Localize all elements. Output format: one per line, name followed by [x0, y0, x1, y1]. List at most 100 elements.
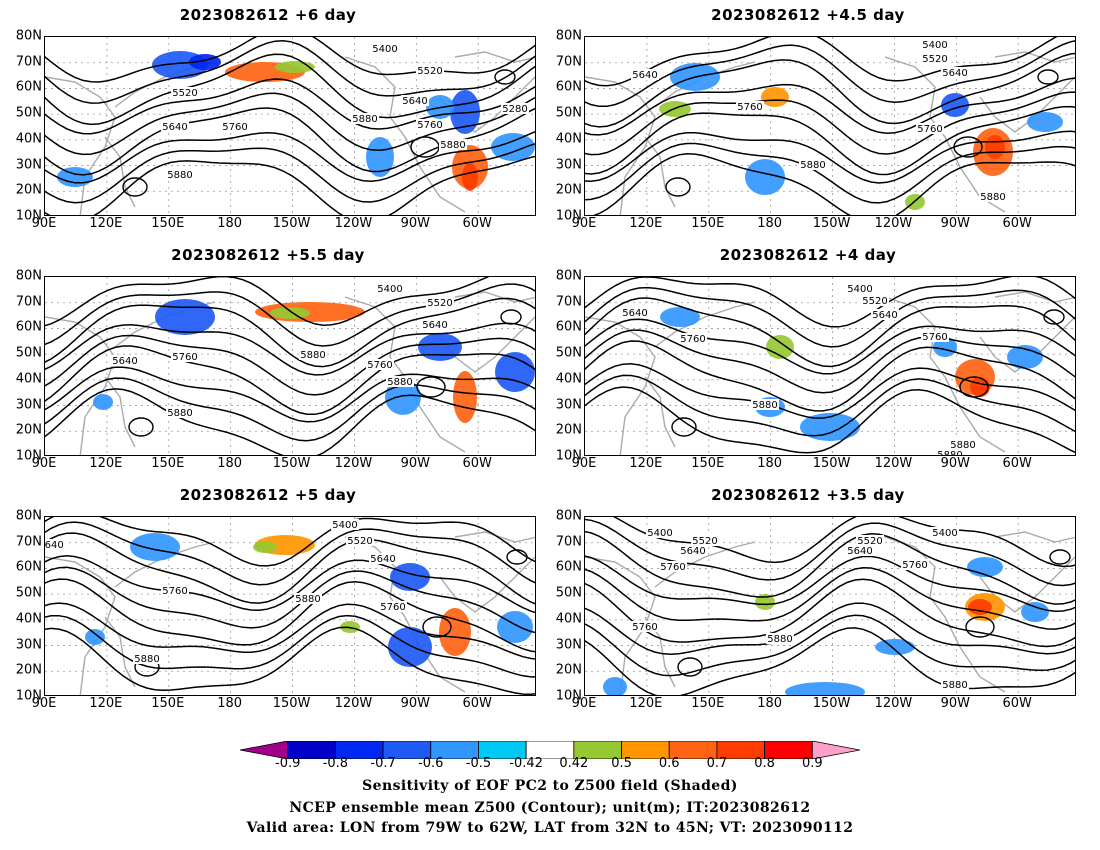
contour-label-bg: [751, 399, 779, 410]
contour-label: 5880: [300, 350, 325, 361]
lat-tick-label: 70N: [555, 534, 582, 550]
z500-contour: [45, 377, 535, 442]
z500-closed-contour: [128, 417, 154, 437]
coastline: [979, 556, 1075, 613]
z500-contour: [585, 91, 1075, 156]
contour-label-bg: [856, 535, 884, 546]
map-svg: 5400 5520 5640 5640 5760 5760 5880 5880: [585, 37, 1075, 215]
map-plot-area: 5400 5520 5640 5520 5640 5400 5760 5760 5760 5880…: [584, 516, 1076, 696]
contour-label-bg: [921, 39, 949, 50]
sensitivity-shade: [453, 371, 477, 423]
contour-label: 5520: [692, 536, 717, 547]
z500-contour: [45, 283, 535, 347]
lon-tick-label: 90W: [940, 456, 971, 471]
lat-tick-label: 30N: [555, 157, 582, 173]
z500-contour: [585, 518, 1075, 587]
contour-label: 5400: [372, 44, 397, 55]
contour-label: 5880: [134, 654, 159, 665]
lat-tick-label: 30N: [15, 397, 42, 413]
contour-label-bg: [426, 297, 454, 308]
z500-contour: [585, 130, 1075, 184]
coastline: [344, 56, 466, 213]
contour-label-bg: [45, 539, 65, 550]
lat-tick-label: 70N: [15, 54, 42, 70]
contour-label: 5880: [942, 680, 967, 691]
contour-label: 5640: [622, 308, 647, 319]
lat-tick-label: 50N: [555, 585, 582, 601]
lat-tick-label: 60N: [15, 319, 42, 335]
contour-label: 5760: [737, 102, 762, 113]
contour-label-bg: [679, 333, 707, 344]
contour-label-bg: [621, 307, 649, 318]
contour-label: 5280: [502, 104, 527, 115]
lat-tick-label: 10N: [15, 208, 42, 224]
contour-label-bg: [371, 43, 399, 54]
lat-tick-label: 80N: [555, 268, 582, 284]
colorbar-tick-label: -0.9: [275, 756, 301, 771]
lon-tick-label: 90E: [31, 696, 57, 711]
z500-contour: [585, 297, 1075, 368]
lat-tick-label: 20N: [15, 422, 42, 438]
contour-label-bg: [171, 351, 199, 362]
sensitivity-shade: [85, 629, 105, 645]
contour-label-bg: [766, 633, 794, 644]
z500-closed-contour: [671, 417, 697, 437]
sensitivity-shade: [462, 163, 478, 191]
sensitivity-shade: [1021, 602, 1049, 622]
contour-label-bg: [416, 119, 444, 130]
lat-tick-label: 20N: [555, 422, 582, 438]
contour-label-bg: [501, 103, 529, 114]
contour-label-bg: [921, 331, 949, 342]
lon-tick-label: 90E: [571, 456, 597, 471]
lat-tick-label: 70N: [555, 294, 582, 310]
lon-tick-label: 180: [217, 216, 243, 231]
lat-tick-label: 70N: [555, 54, 582, 70]
z500-contour: [45, 388, 535, 455]
contour-label: 5640: [370, 554, 395, 565]
contour-label: 5640: [112, 356, 137, 367]
colorbar-tick-label: -0.42: [509, 756, 543, 771]
z500-contour: [45, 322, 535, 376]
contour-label: 5880: [295, 594, 320, 605]
map-plot-area: 5400 5520 5640 5640 5760 5760 5880 5880: [584, 36, 1076, 216]
contour-label: 5640: [162, 122, 187, 133]
z500-closed-contour: [959, 376, 989, 398]
lat-tick-label: 50N: [15, 585, 42, 601]
lon-tick-label: 90W: [400, 696, 431, 711]
contour-label-bg: [346, 535, 374, 546]
z500-contour: [45, 155, 535, 215]
sensitivity-shade: [253, 541, 277, 553]
contour-label-bg: [166, 407, 194, 418]
sensitivity-shade: [366, 137, 394, 177]
contour-label: 5400: [932, 528, 957, 539]
lon-tick-label: 150W: [272, 456, 311, 471]
contour-label-bg: [331, 519, 359, 530]
contour-label-bg: [941, 679, 969, 690]
coastline: [45, 556, 116, 695]
contour-label: 5760: [162, 586, 187, 597]
z500-closed-contour: [494, 69, 516, 85]
contour-label: 5880: [440, 140, 465, 151]
sensitivity-shade: [755, 594, 775, 610]
contour-label-bg: [846, 283, 874, 294]
z500-contour: [585, 37, 1058, 87]
z500-contour: [45, 37, 535, 83]
map-svg: 5400 5520 5640 5640 5760 5880 5760 5880 5880: [45, 277, 535, 455]
sensitivity-shade: [875, 639, 915, 655]
lat-tick-label: 50N: [15, 105, 42, 121]
panel-title: 2023082612 +4.5 day: [711, 6, 905, 24]
coastline: [585, 76, 656, 215]
lon-tick-label: 150W: [272, 696, 311, 711]
z500-contour: [45, 578, 535, 653]
lon-tick-label: 90E: [571, 696, 597, 711]
lon-tick-label: 150E: [151, 696, 185, 711]
z500-contour: [45, 532, 535, 605]
map-plot-area: 5400 5520 5640 5640 5760 5760 5880 5880 5880: [584, 276, 1076, 456]
lat-tick-label: 10N: [15, 448, 42, 464]
z500-closed-contour: [506, 549, 528, 565]
sensitivity-shade: [968, 599, 992, 615]
map-svg: 5400 5520 5640 5640 5760 5880 5760 5880: [45, 517, 535, 695]
colorbar-svg: [239, 740, 861, 760]
contour-label: 5880: [937, 450, 962, 456]
contour-label-bg: [294, 593, 322, 604]
